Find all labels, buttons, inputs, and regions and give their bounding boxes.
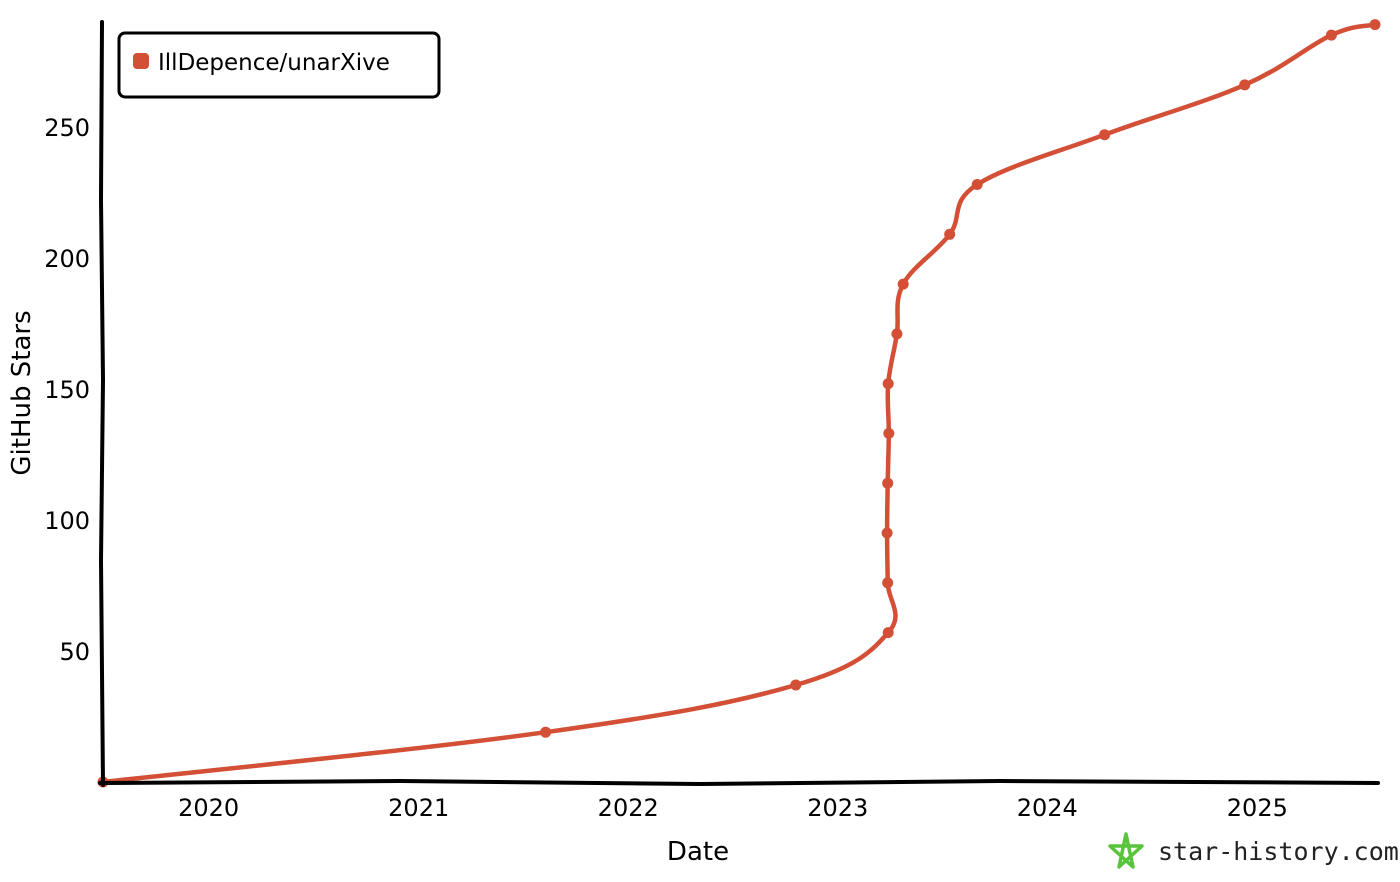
x-tick-label: 2021: [388, 794, 449, 822]
legend-label: IllDepence/unarXive: [158, 50, 390, 76]
x-axis-ticks: 2020 2021 2022 2023 2024 2025: [178, 794, 1288, 822]
data-point: [1239, 79, 1251, 91]
data-point: [881, 527, 893, 539]
y-tick-label: 100: [44, 507, 90, 535]
legend-box: [117, 31, 441, 99]
data-point: [1369, 19, 1381, 31]
y-axis-ticks: 50 100 150 200 250: [44, 114, 90, 666]
data-point: [882, 378, 894, 390]
series-points: [97, 19, 1381, 788]
data-point: [971, 179, 983, 190]
brand[interactable]: star-history.com: [1108, 832, 1399, 869]
data-point: [1099, 129, 1111, 141]
data-point: [790, 679, 802, 691]
data-point: [882, 477, 894, 489]
x-axis-line: [98, 778, 1380, 787]
data-point: [891, 328, 903, 340]
y-tick-label: 250: [44, 114, 90, 142]
y-axis-line: [98, 20, 106, 787]
x-axis-title: Date: [667, 837, 729, 867]
data-point: [897, 278, 909, 290]
data-point: [540, 726, 552, 738]
legend-swatch: [133, 53, 149, 69]
x-tick-label: 2025: [1227, 794, 1288, 822]
data-point: [1325, 29, 1337, 41]
data-point: [883, 427, 895, 439]
data-point: [882, 577, 894, 589]
brand-text: star-history.com: [1158, 837, 1399, 866]
y-tick-label: 150: [44, 376, 90, 404]
x-tick-label: 2023: [807, 794, 868, 822]
data-point: [944, 228, 956, 240]
y-tick-label: 200: [44, 245, 90, 273]
star-icon: [1108, 832, 1144, 869]
y-tick-label: 50: [59, 638, 90, 666]
data-point: [882, 627, 894, 639]
series-line: [100, 22, 1378, 785]
y-axis-title: GitHub Stars: [7, 310, 37, 475]
x-tick-label: 2024: [1017, 794, 1078, 822]
legend: IllDepence/unarXive: [117, 31, 441, 99]
x-tick-label: 2022: [598, 794, 659, 822]
x-tick-label: 2020: [178, 794, 239, 822]
